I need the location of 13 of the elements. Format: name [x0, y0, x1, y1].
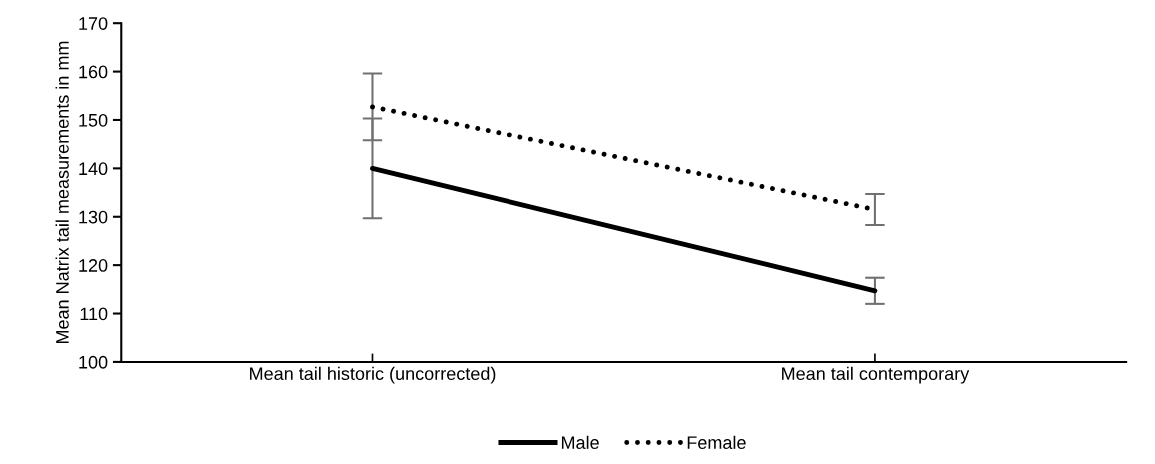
y-tick-label: 140 — [79, 162, 108, 176]
y-axis-title: Mean Natrix tail measurements in mm — [55, 41, 69, 344]
legend-label: Male — [561, 435, 599, 450]
y-tick-label: 130 — [79, 210, 108, 224]
y-tick-label: 120 — [79, 259, 108, 272]
y-tick-label: 160 — [79, 65, 108, 79]
legend-label: Female — [687, 435, 746, 450]
x-tick-label: Mean tail contemporary — [782, 366, 970, 384]
y-tick-label: 110 — [80, 307, 108, 321]
y-tick-label: 170 — [79, 17, 108, 30]
y-tick-label: 100 — [79, 355, 108, 369]
y-tick-label: 150 — [79, 113, 108, 127]
x-tick-label: Mean tail historic (uncorrected) — [250, 366, 496, 384]
